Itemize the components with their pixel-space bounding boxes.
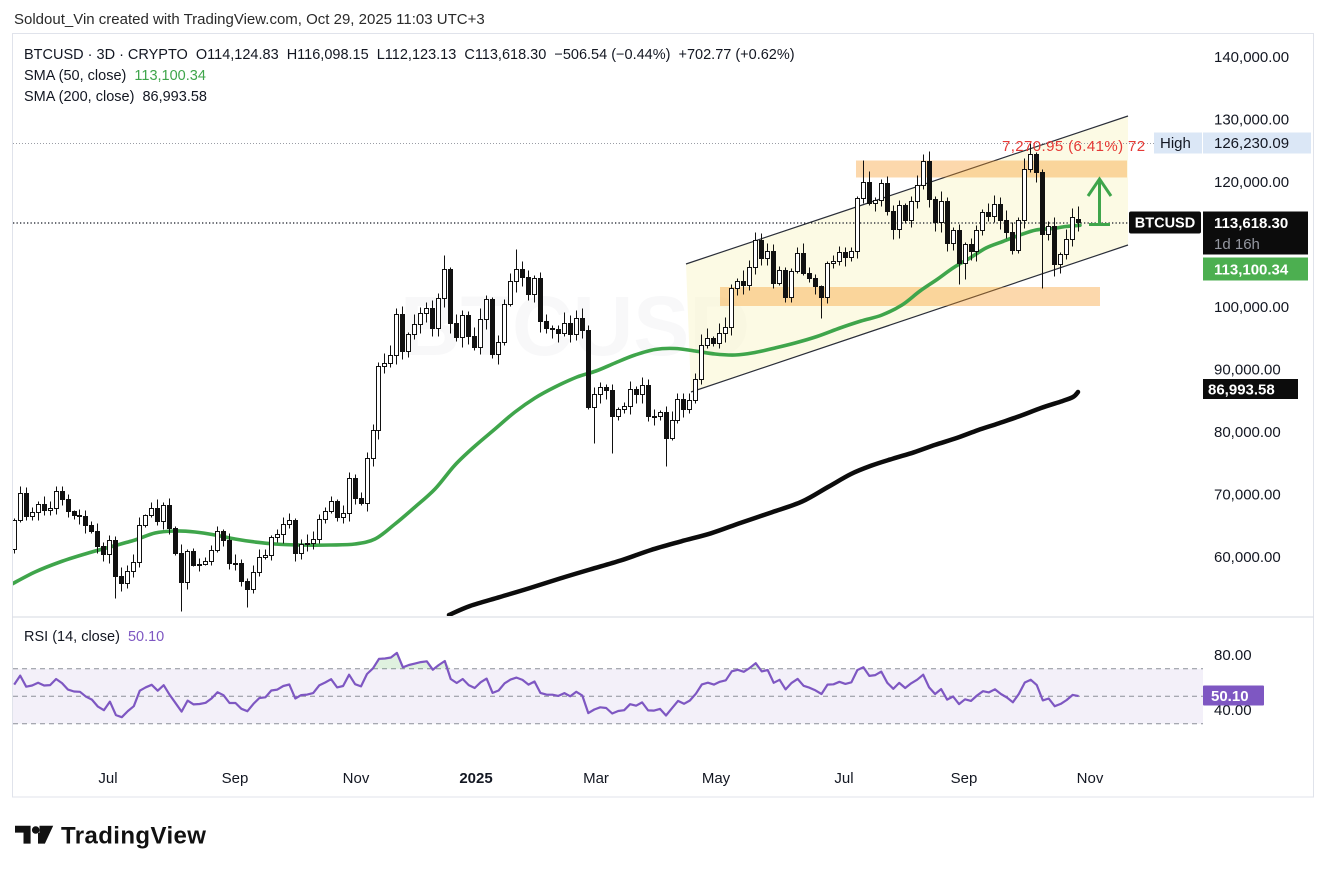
svg-text:RSI (14, close) 50.10: RSI (14, close) 50.10 [24, 629, 164, 645]
svg-text:50.10: 50.10 [1211, 688, 1249, 705]
svg-text:120,000.00: 120,000.00 [1214, 174, 1289, 191]
svg-text:80.00: 80.00 [1214, 647, 1252, 664]
svg-text:7,270.95 (6.41%) 72: 7,270.95 (6.41%) 72 [1002, 138, 1146, 155]
svg-text:Sep: Sep [222, 770, 249, 787]
svg-text:SMA (50, close) 113,100.34: SMA (50, close) 113,100.34 [24, 68, 206, 84]
svg-text:130,000.00: 130,000.00 [1214, 112, 1289, 129]
svg-text:High: High [1160, 135, 1191, 152]
svg-text:40.00: 40.00 [1214, 702, 1252, 719]
svg-text:2025: 2025 [459, 770, 492, 787]
svg-text:70,000.00: 70,000.00 [1214, 487, 1281, 504]
svg-text:Jul: Jul [98, 770, 117, 787]
svg-text:80,000.00: 80,000.00 [1214, 424, 1281, 441]
svg-text:Sep: Sep [951, 770, 978, 787]
svg-text:1d 16h: 1d 16h [1214, 236, 1260, 253]
svg-text:140,000.00: 140,000.00 [1214, 49, 1289, 66]
svg-text:90,000.00: 90,000.00 [1214, 362, 1281, 379]
svg-text:BTCUSD · 3D · CRYPTO O114,124: BTCUSD · 3D · CRYPTO O114,124.83 H116,09… [24, 47, 795, 63]
svg-text:BTCUSD: BTCUSD [1135, 216, 1195, 232]
svg-text:Nov: Nov [343, 770, 370, 787]
svg-text:Soldout_Vin created with Tradi: Soldout_Vin created with TradingView.com… [14, 11, 485, 28]
svg-text:113,618.30: 113,618.30 [1214, 215, 1288, 232]
svg-text:60,000.00: 60,000.00 [1214, 549, 1281, 566]
svg-text:113,100.34: 113,100.34 [1214, 262, 1289, 279]
svg-text:Jul: Jul [834, 770, 853, 787]
svg-text:May: May [702, 770, 731, 787]
svg-text:Mar: Mar [583, 770, 609, 787]
svg-text:86,993.58: 86,993.58 [1208, 382, 1275, 399]
svg-text:TradingView: TradingView [61, 823, 206, 850]
svg-text:100,000.00: 100,000.00 [1214, 299, 1289, 316]
svg-text:SMA (200, close) 86,993.58: SMA (200, close) 86,993.58 [24, 89, 207, 105]
svg-text:126,230.09: 126,230.09 [1214, 135, 1289, 152]
svg-text:Nov: Nov [1077, 770, 1104, 787]
